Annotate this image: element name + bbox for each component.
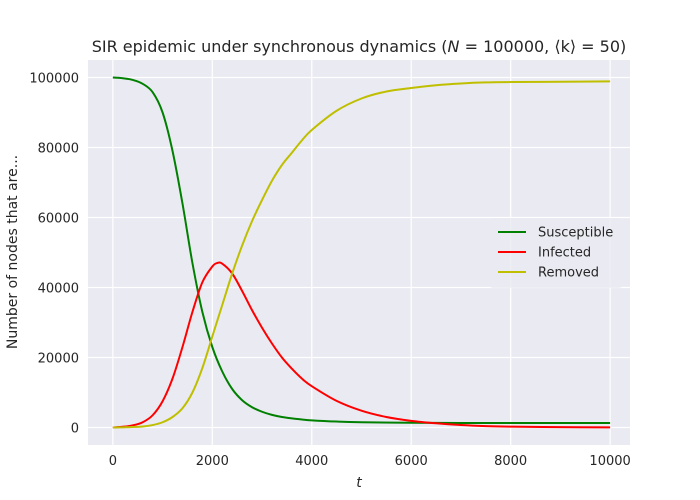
legend-label-infected: Infected <box>538 246 591 261</box>
x-axis-title: t <box>356 475 362 491</box>
series-line-removed <box>112 80 611 429</box>
y-tick-label: 80000 <box>38 142 79 157</box>
x-tick-label: 8000 <box>494 454 527 469</box>
y-tick-label: 20000 <box>38 352 79 367</box>
series-line-infected <box>112 261 611 429</box>
legend: Susceptible Infected Removed <box>489 218 623 288</box>
x-tick-label: 0 <box>109 454 117 469</box>
y-ticks: 0 20000 40000 60000 80000 100000 <box>29 72 79 437</box>
chart-title: SIR epidemic under synchronous dynamics … <box>92 37 627 56</box>
x-tick-label: 2000 <box>196 454 229 469</box>
y-tick-label: 40000 <box>38 282 79 297</box>
x-tick-label: 10000 <box>589 454 630 469</box>
x-tick-label: 4000 <box>295 454 328 469</box>
y-axis-title: Number of nodes that are... <box>5 155 21 349</box>
series-layer <box>112 76 611 429</box>
series-line-susceptible <box>112 76 611 424</box>
y-tick-label: 0 <box>71 422 79 437</box>
legend-box <box>489 218 623 288</box>
x-tick-label: 6000 <box>395 454 428 469</box>
y-tick-label: 60000 <box>38 212 79 227</box>
x-ticks: 0 2000 4000 6000 8000 10000 <box>109 454 631 469</box>
y-tick-label: 100000 <box>29 72 79 87</box>
legend-label-removed: Removed <box>538 266 599 281</box>
legend-label-susceptible: Susceptible <box>538 226 613 241</box>
